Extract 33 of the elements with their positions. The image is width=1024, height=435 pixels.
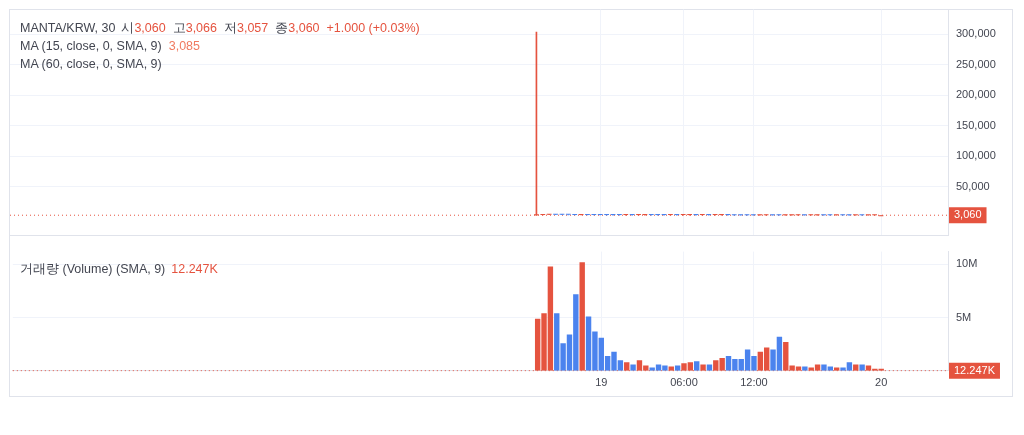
annotation: 3,060 (288, 21, 320, 35)
annotation: 고 (172, 21, 186, 35)
annotation: MA (15, close, 0, SMA, 9) (20, 39, 162, 53)
annotation: 3,085 (168, 39, 200, 53)
ref-line-label: 12.247K (954, 363, 996, 376)
annotation: 종 (275, 21, 289, 35)
bar (859, 364, 865, 371)
annotation: 3,060 (134, 21, 166, 35)
text: MANTA/KRW, 30 (20, 21, 116, 35)
x-tick-label: 06:00 (670, 376, 698, 389)
y-tick-label: 100,000 (956, 149, 996, 162)
y-tick-label: 150,000 (956, 118, 996, 131)
x-tick-label: 19 (595, 376, 608, 389)
y-tick-label: 200,000 (956, 88, 996, 101)
bar (700, 364, 706, 371)
x-tick-label: 20 (875, 376, 888, 389)
annotation: 12.247K (171, 262, 218, 276)
y-tick-label: 250,000 (956, 57, 996, 70)
ref-line-label: 3,060 (954, 208, 982, 221)
annotation: MA (60, close, 0, SMA, 9) (20, 57, 162, 71)
bar (579, 262, 585, 371)
annotation: +1.000 (+0.03%) (326, 21, 420, 35)
y-tick-label: 10M (956, 257, 978, 270)
y-tick-label: 5M (956, 310, 972, 323)
annotation: 3,057 (236, 21, 269, 35)
annotation: 시 (121, 21, 135, 35)
annotation: 3,066 (185, 21, 217, 35)
annotation: 저 (223, 21, 237, 35)
bar (630, 364, 636, 371)
y-tick-label: 300,000 (956, 27, 996, 40)
y-tick-label: 50,000 (956, 179, 990, 192)
x-tick-label: 12:00 (740, 376, 768, 389)
text: 거래량 (Volume) (SMA, 9) (20, 262, 166, 276)
